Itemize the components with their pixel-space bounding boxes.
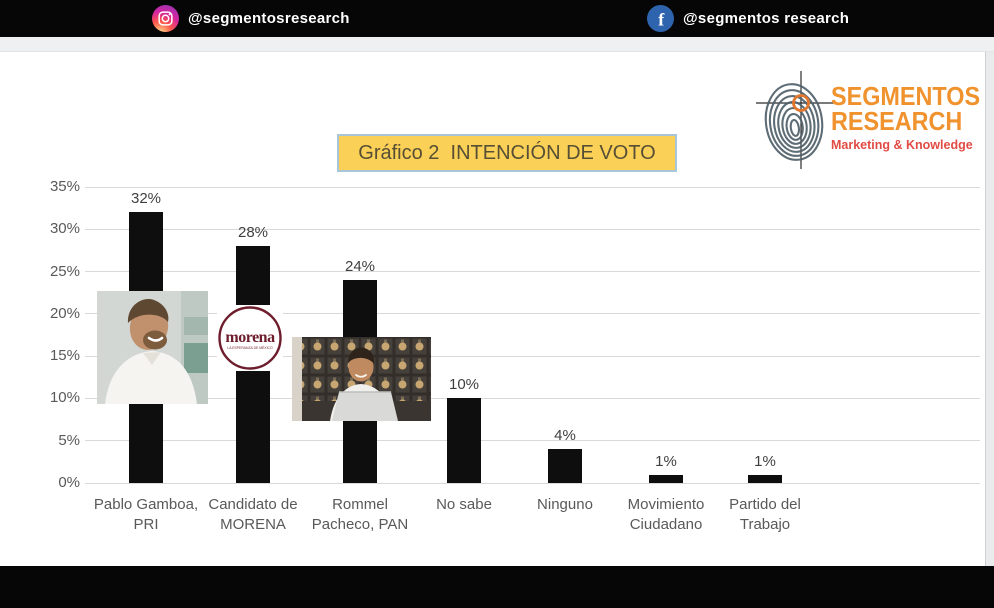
y-axis-tick-label: 10% bbox=[49, 389, 80, 407]
gridline bbox=[85, 228, 980, 230]
chart-title: Gráfico 2 INTENCIÓN DE VOTO bbox=[337, 134, 677, 172]
x-axis-category-label: Rommel Pacheco, PAN bbox=[298, 495, 422, 535]
logo-name-line1: SEGMENTOS bbox=[831, 81, 981, 111]
y-axis-tick-label: 20% bbox=[49, 304, 80, 322]
morena-logo: morena LA ESPERANZA DE MÉXICO bbox=[217, 305, 283, 371]
gridline bbox=[85, 397, 980, 399]
bar-5 bbox=[548, 449, 582, 483]
category-line: Pacheco, PAN bbox=[311, 516, 409, 533]
logo-name-line2: RESEARCH bbox=[831, 106, 963, 136]
category-line: Rommel bbox=[332, 496, 388, 513]
x-axis-category-label: Partido del Trabajo bbox=[703, 495, 827, 535]
bar-value-label: 32% bbox=[130, 190, 162, 208]
bar-value-label: 28% bbox=[237, 224, 269, 242]
y-axis-tick-label: 25% bbox=[49, 262, 80, 280]
bottom-social-band: @segmentosresearch f @segmentos research bbox=[0, 566, 994, 608]
instagram-handle-top: @segmentosresearch bbox=[188, 10, 350, 27]
bar-value-label: 24% bbox=[344, 258, 376, 276]
y-axis-tick-label: 0% bbox=[58, 474, 80, 491]
gridline bbox=[85, 440, 980, 442]
category-line: MORENA bbox=[220, 516, 286, 533]
y-axis-tick-label: 30% bbox=[49, 220, 80, 238]
facebook-icon: f bbox=[647, 5, 674, 32]
gridline bbox=[85, 271, 980, 273]
category-line: PRI bbox=[133, 516, 159, 533]
svg-text:f: f bbox=[658, 9, 665, 29]
segmentos-research-logo: SEGMENTOS RESEARCH Marketing & Knowledge bbox=[831, 81, 994, 152]
facebook-handle-top: @segmentos research bbox=[683, 10, 850, 27]
category-line: Movimiento bbox=[627, 496, 705, 513]
bar-7 bbox=[748, 474, 782, 483]
svg-text:morena: morena bbox=[225, 329, 275, 346]
y-axis-tick-label: 5% bbox=[58, 431, 80, 449]
gridline bbox=[85, 355, 980, 357]
bar-value-label: 10% bbox=[448, 376, 480, 394]
header-gray-strip bbox=[0, 37, 994, 52]
logo-tagline: Marketing & Knowledge bbox=[831, 138, 973, 152]
bar-value-label: 1% bbox=[655, 452, 677, 470]
category-line: Ninguno bbox=[537, 496, 593, 513]
bar-6 bbox=[649, 474, 683, 483]
x-axis-category-label: Ninguno bbox=[503, 495, 627, 515]
x-axis-category-label: No sabe bbox=[402, 495, 526, 515]
x-axis-category-label: Pablo Gamboa, PRI bbox=[84, 495, 208, 535]
y-axis-tick-label: 35% bbox=[49, 178, 80, 195]
category-line: Ciudadano bbox=[629, 516, 703, 533]
category-line: Candidato de bbox=[208, 496, 298, 513]
gridline bbox=[85, 482, 980, 484]
x-axis-category-label: Movimiento Ciudadano bbox=[604, 495, 728, 535]
svg-text:LA ESPERANZA DE MÉXICO: LA ESPERANZA DE MÉXICO bbox=[227, 345, 273, 350]
bar-value-label: 4% bbox=[554, 427, 576, 445]
category-line: No sabe bbox=[436, 496, 492, 513]
top-social-band: @segmentosresearch f @segmentos research bbox=[0, 0, 994, 37]
x-axis-category-label: Candidato de MORENA bbox=[191, 495, 315, 535]
instagram-icon bbox=[152, 5, 179, 32]
y-axis-tick-label: 15% bbox=[49, 347, 80, 365]
fingerprint-logo-icon bbox=[756, 71, 837, 169]
bar-value-label: 1% bbox=[754, 452, 776, 470]
category-line: Trabajo bbox=[739, 516, 791, 533]
gridline bbox=[85, 186, 980, 188]
bar-4 bbox=[447, 398, 481, 483]
gridline bbox=[85, 313, 980, 315]
rommel-pacheco-photo bbox=[292, 337, 431, 421]
right-edge-gutter bbox=[985, 52, 994, 566]
pablo-gamboa-photo bbox=[97, 291, 208, 404]
category-line: Pablo Gamboa, bbox=[93, 496, 199, 513]
category-line: Partido del bbox=[729, 496, 801, 513]
